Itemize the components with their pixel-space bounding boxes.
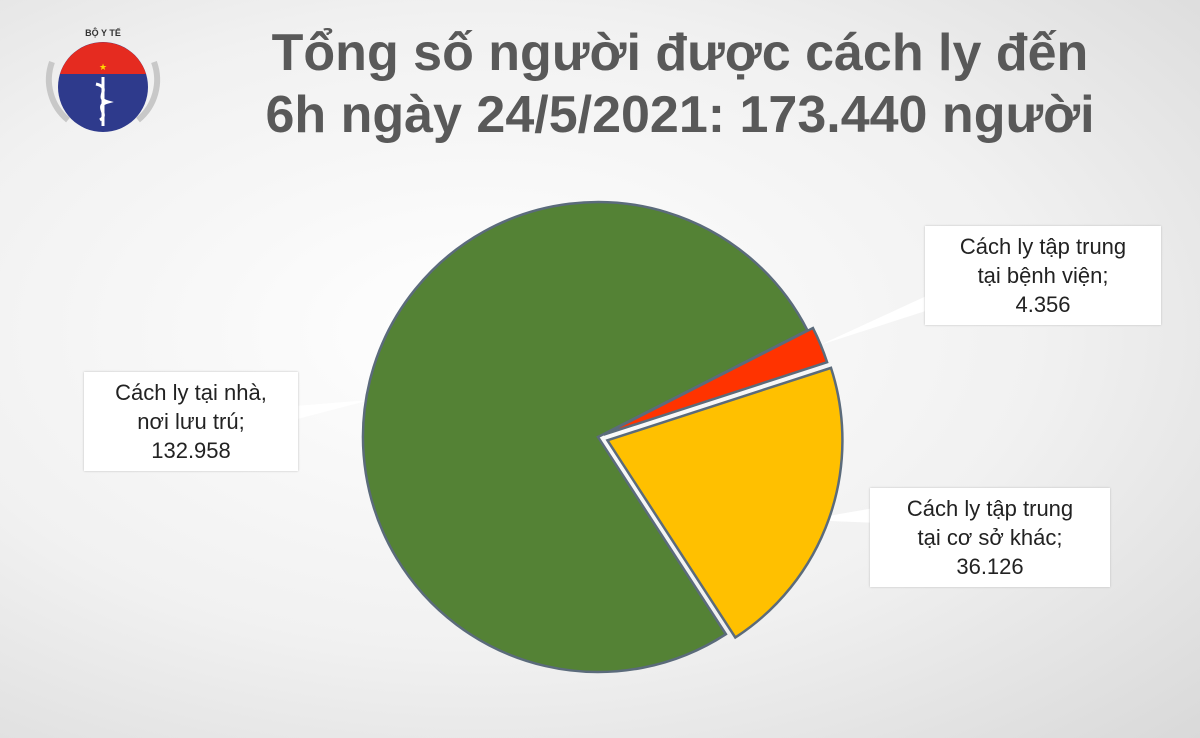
label-line: tại cơ sở khác; bbox=[917, 525, 1063, 550]
label-line: Cách ly tập trung bbox=[959, 234, 1127, 259]
label-value: 132.958 bbox=[151, 438, 231, 463]
callout-pointer bbox=[282, 400, 370, 423]
slice-home bbox=[361, 200, 810, 674]
label-hospital: Cách ly tập trung tại bệnh viện; 4.356 bbox=[925, 226, 1161, 325]
label-value: 4.356 bbox=[1015, 292, 1071, 317]
label-other-facility: Cách ly tập trung tại cơ sở khác; 36.126 bbox=[870, 488, 1110, 587]
label-line: nơi lưu trú; bbox=[137, 409, 245, 434]
ministry-of-health-logo: ★ BỘ Y TẾ bbox=[45, 27, 161, 132]
title-line-1: Tổng số người được cách ly đến bbox=[271, 24, 1089, 82]
label-value: 36.126 bbox=[956, 554, 1024, 579]
slice-other-facility bbox=[605, 366, 844, 640]
svg-text:BỘ Y TẾ: BỘ Y TẾ bbox=[85, 27, 121, 38]
title-line-2: 6h ngày 24/5/2021: 173.440 người bbox=[265, 86, 1095, 144]
label-home: Cách ly tại nhà, nơi lưu trú; 132.958 bbox=[84, 372, 298, 471]
label-line: Cách ly tập trung bbox=[906, 496, 1074, 521]
slice-hospital bbox=[602, 326, 829, 436]
chart-title: Tổng số người được cách ly đến 6h ngày 2… bbox=[200, 22, 1160, 146]
callout-pointer bbox=[820, 292, 935, 345]
svg-text:★: ★ bbox=[99, 62, 107, 72]
label-line: tại bệnh viện; bbox=[977, 263, 1109, 288]
label-line: Cách ly tại nhà, bbox=[115, 380, 267, 405]
